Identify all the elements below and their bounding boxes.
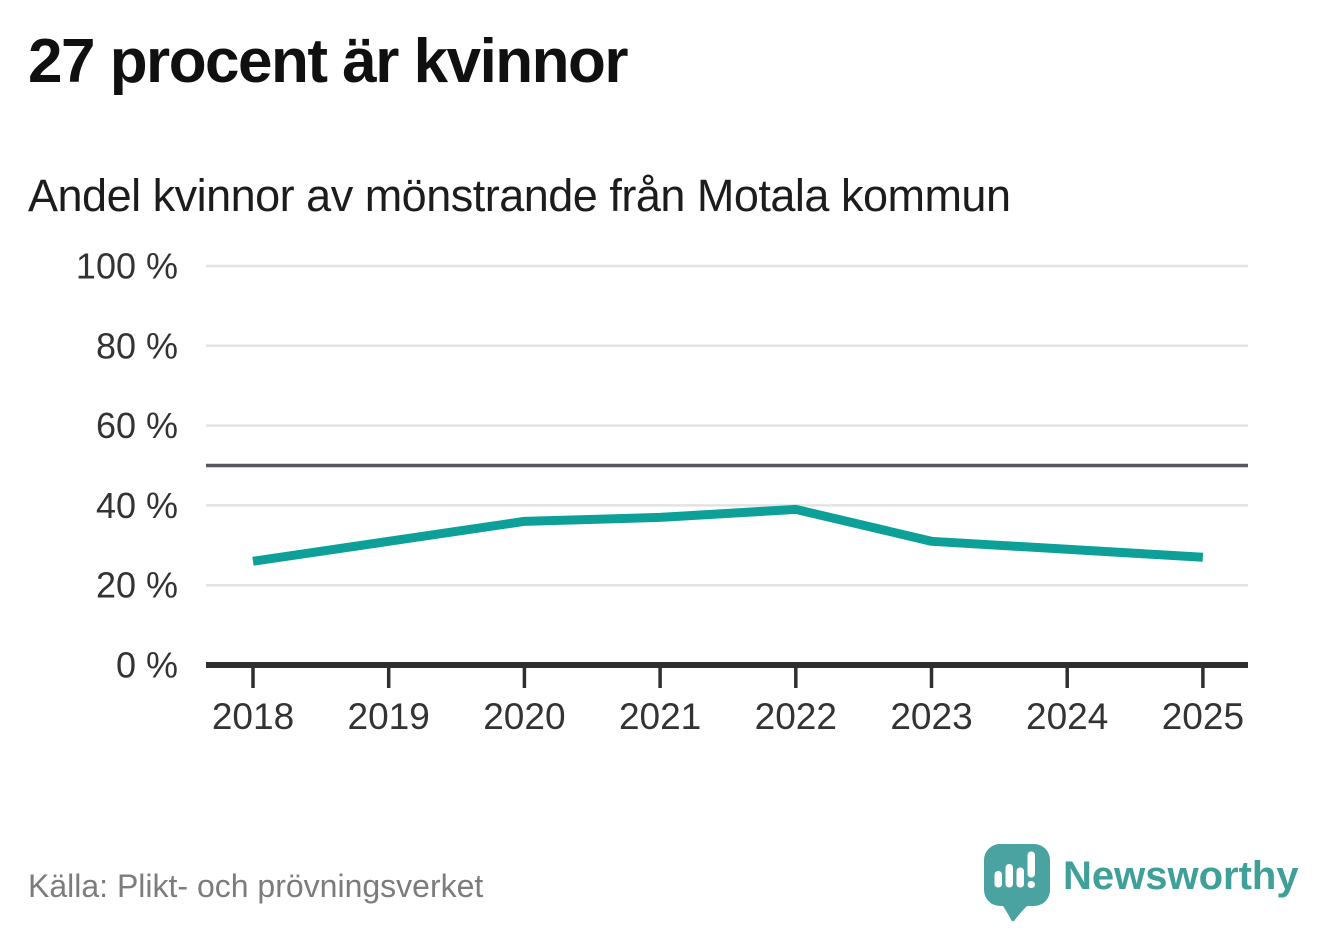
- x-tick-label: 2022: [755, 696, 837, 737]
- x-tick-label: 2020: [483, 696, 565, 737]
- x-tick-label: 2023: [890, 696, 972, 737]
- y-tick-label: 40 %: [96, 485, 178, 526]
- x-tick-label: 2025: [1162, 696, 1244, 737]
- x-tick-label: 2024: [1026, 696, 1108, 737]
- y-tick-label: 20 %: [96, 565, 178, 606]
- chart-subtitle: Andel kvinnor av mönstrande från Motala …: [28, 170, 1011, 221]
- x-tick-label: 2019: [348, 696, 430, 737]
- line-chart-plot: 0 % 20 % 40 % 60 % 80 % 100 % 2018 2019 2020 2021…: [76, 246, 1248, 737]
- y-tick-label: 0 %: [116, 645, 178, 686]
- brand-name: Newsworthy: [1063, 854, 1299, 898]
- source-note: Källa: Plikt- och prövningsverket: [28, 868, 484, 904]
- x-tick-label: 2021: [619, 696, 701, 737]
- page-title: 27 procent är kvinnor: [28, 27, 629, 96]
- y-tick-label: 60 %: [96, 405, 178, 446]
- x-tick-label: 2018: [212, 696, 294, 737]
- y-tick-label: 80 %: [96, 325, 178, 366]
- y-tick-label: 100 %: [76, 246, 178, 287]
- data-line: [252, 504, 1204, 566]
- brand-logo: Newsworthy: [984, 844, 1299, 922]
- newsworthy-speech-bubble-chart-icon: [984, 844, 1050, 922]
